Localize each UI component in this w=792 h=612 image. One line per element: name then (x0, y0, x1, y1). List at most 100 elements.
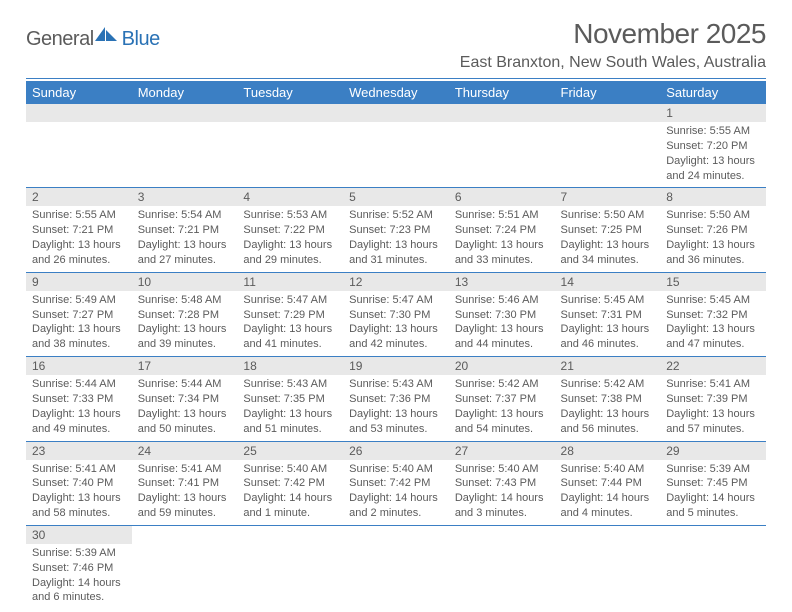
sunset-text: Sunset: 7:27 PM (32, 308, 126, 323)
calendar-cell: 8Sunrise: 5:50 AMSunset: 7:26 PMDaylight… (660, 188, 766, 272)
calendar-week-row: 2Sunrise: 5:55 AMSunset: 7:21 PMDaylight… (26, 188, 766, 272)
day-content (555, 122, 661, 128)
day-content: Sunrise: 5:47 AMSunset: 7:29 PMDaylight:… (237, 291, 343, 356)
day-header: Thursday (449, 81, 555, 104)
calendar-cell: 30Sunrise: 5:39 AMSunset: 7:46 PMDayligh… (26, 525, 132, 609)
day-content: Sunrise: 5:40 AMSunset: 7:42 PMDaylight:… (343, 460, 449, 525)
day-content: Sunrise: 5:42 AMSunset: 7:38 PMDaylight:… (555, 375, 661, 440)
day-number: 16 (26, 357, 132, 375)
calendar-cell: 26Sunrise: 5:40 AMSunset: 7:42 PMDayligh… (343, 441, 449, 525)
daylight-text: Daylight: 14 hours and 4 minutes. (561, 491, 655, 521)
sunset-text: Sunset: 7:20 PM (666, 139, 760, 154)
calendar-cell: 16Sunrise: 5:44 AMSunset: 7:33 PMDayligh… (26, 357, 132, 441)
calendar-cell: 5Sunrise: 5:52 AMSunset: 7:23 PMDaylight… (343, 188, 449, 272)
daylight-text: Daylight: 14 hours and 3 minutes. (455, 491, 549, 521)
day-number: 17 (132, 357, 238, 375)
sunrise-text: Sunrise: 5:50 AM (561, 208, 655, 223)
day-content: Sunrise: 5:54 AMSunset: 7:21 PMDaylight:… (132, 206, 238, 271)
calendar-cell: 13Sunrise: 5:46 AMSunset: 7:30 PMDayligh… (449, 272, 555, 356)
day-number: 9 (26, 273, 132, 291)
day-content (237, 122, 343, 128)
calendar-table: Sunday Monday Tuesday Wednesday Thursday… (26, 81, 766, 609)
daylight-text: Daylight: 13 hours and 53 minutes. (349, 407, 443, 437)
daylight-text: Daylight: 14 hours and 5 minutes. (666, 491, 760, 521)
day-content: Sunrise: 5:39 AMSunset: 7:46 PMDaylight:… (26, 544, 132, 609)
calendar-cell: 15Sunrise: 5:45 AMSunset: 7:32 PMDayligh… (660, 272, 766, 356)
calendar-cell (237, 104, 343, 188)
calendar-week-row: 30Sunrise: 5:39 AMSunset: 7:46 PMDayligh… (26, 525, 766, 609)
page-header: GeneralBlue November 2025 East Branxton,… (26, 18, 766, 78)
sunset-text: Sunset: 7:25 PM (561, 223, 655, 238)
daylight-text: Daylight: 14 hours and 1 minute. (243, 491, 337, 521)
calendar-cell: 10Sunrise: 5:48 AMSunset: 7:28 PMDayligh… (132, 272, 238, 356)
daylight-text: Daylight: 13 hours and 46 minutes. (561, 322, 655, 352)
sunset-text: Sunset: 7:30 PM (455, 308, 549, 323)
sunrise-text: Sunrise: 5:45 AM (561, 293, 655, 308)
calendar-cell (132, 104, 238, 188)
day-number: 1 (660, 104, 766, 122)
daylight-text: Daylight: 13 hours and 49 minutes. (32, 407, 126, 437)
day-number (449, 104, 555, 122)
sunset-text: Sunset: 7:28 PM (138, 308, 232, 323)
calendar-cell (555, 525, 661, 609)
day-content: Sunrise: 5:41 AMSunset: 7:40 PMDaylight:… (26, 460, 132, 525)
day-number (237, 526, 343, 544)
sunset-text: Sunset: 7:39 PM (666, 392, 760, 407)
day-number (343, 526, 449, 544)
daylight-text: Daylight: 13 hours and 27 minutes. (138, 238, 232, 268)
sunset-text: Sunset: 7:29 PM (243, 308, 337, 323)
day-number: 7 (555, 188, 661, 206)
sunset-text: Sunset: 7:36 PM (349, 392, 443, 407)
sunset-text: Sunset: 7:41 PM (138, 476, 232, 491)
sunset-text: Sunset: 7:22 PM (243, 223, 337, 238)
daylight-text: Daylight: 13 hours and 57 minutes. (666, 407, 760, 437)
day-content: Sunrise: 5:41 AMSunset: 7:39 PMDaylight:… (660, 375, 766, 440)
daylight-text: Daylight: 13 hours and 38 minutes. (32, 322, 126, 352)
sunset-text: Sunset: 7:31 PM (561, 308, 655, 323)
daylight-text: Daylight: 13 hours and 33 minutes. (455, 238, 549, 268)
day-number: 18 (237, 357, 343, 375)
day-content: Sunrise: 5:55 AMSunset: 7:21 PMDaylight:… (26, 206, 132, 271)
calendar-week-row: 16Sunrise: 5:44 AMSunset: 7:33 PMDayligh… (26, 357, 766, 441)
day-content: Sunrise: 5:41 AMSunset: 7:41 PMDaylight:… (132, 460, 238, 525)
day-number: 22 (660, 357, 766, 375)
day-number (132, 104, 238, 122)
calendar-cell: 2Sunrise: 5:55 AMSunset: 7:21 PMDaylight… (26, 188, 132, 272)
day-header: Monday (132, 81, 238, 104)
daylight-text: Daylight: 14 hours and 6 minutes. (32, 576, 126, 606)
day-number: 19 (343, 357, 449, 375)
day-number: 27 (449, 442, 555, 460)
sunrise-text: Sunrise: 5:44 AM (138, 377, 232, 392)
daylight-text: Daylight: 13 hours and 51 minutes. (243, 407, 337, 437)
calendar-cell (237, 525, 343, 609)
day-number: 26 (343, 442, 449, 460)
day-content (132, 544, 238, 550)
logo-text-general: General (26, 28, 94, 51)
calendar-cell: 28Sunrise: 5:40 AMSunset: 7:44 PMDayligh… (555, 441, 661, 525)
day-number: 6 (449, 188, 555, 206)
day-content (132, 122, 238, 128)
calendar-body: 1Sunrise: 5:55 AMSunset: 7:20 PMDaylight… (26, 104, 766, 609)
day-content: Sunrise: 5:45 AMSunset: 7:31 PMDaylight:… (555, 291, 661, 356)
sunrise-text: Sunrise: 5:46 AM (455, 293, 549, 308)
sunrise-text: Sunrise: 5:40 AM (349, 462, 443, 477)
day-number: 5 (343, 188, 449, 206)
day-content (555, 544, 661, 550)
sunset-text: Sunset: 7:34 PM (138, 392, 232, 407)
day-number: 20 (449, 357, 555, 375)
day-content: Sunrise: 5:42 AMSunset: 7:37 PMDaylight:… (449, 375, 555, 440)
day-number: 23 (26, 442, 132, 460)
day-content: Sunrise: 5:53 AMSunset: 7:22 PMDaylight:… (237, 206, 343, 271)
calendar-cell: 4Sunrise: 5:53 AMSunset: 7:22 PMDaylight… (237, 188, 343, 272)
day-header: Sunday (26, 81, 132, 104)
day-number (449, 526, 555, 544)
calendar-cell: 20Sunrise: 5:42 AMSunset: 7:37 PMDayligh… (449, 357, 555, 441)
sunrise-text: Sunrise: 5:51 AM (455, 208, 549, 223)
day-content: Sunrise: 5:40 AMSunset: 7:43 PMDaylight:… (449, 460, 555, 525)
sunrise-text: Sunrise: 5:54 AM (138, 208, 232, 223)
sunrise-text: Sunrise: 5:47 AM (243, 293, 337, 308)
sunset-text: Sunset: 7:42 PM (243, 476, 337, 491)
daylight-text: Daylight: 13 hours and 42 minutes. (349, 322, 443, 352)
logo-sail-icon (95, 27, 119, 41)
daylight-text: Daylight: 13 hours and 29 minutes. (243, 238, 337, 268)
